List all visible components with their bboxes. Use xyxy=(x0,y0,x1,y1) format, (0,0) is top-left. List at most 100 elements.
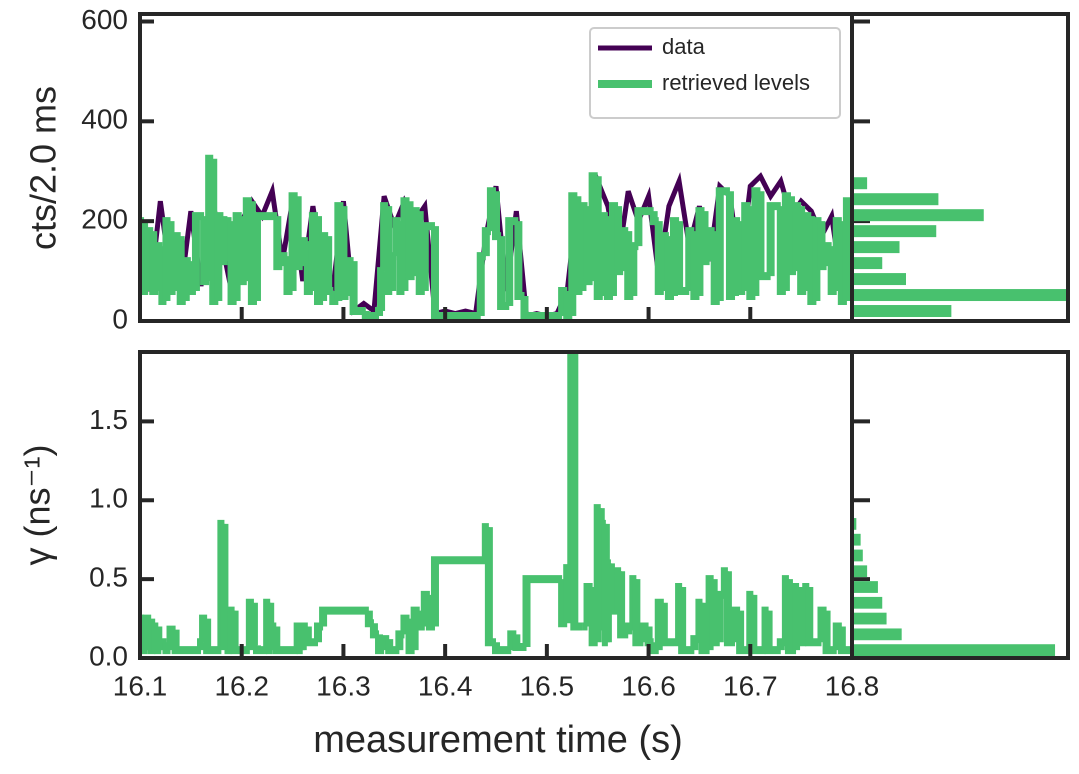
plot-area xyxy=(852,518,1056,656)
level-step xyxy=(690,231,700,301)
level-step xyxy=(430,226,481,321)
level-step xyxy=(731,606,741,643)
level-step xyxy=(817,606,827,643)
level-step xyxy=(492,642,512,655)
level-step xyxy=(710,231,720,306)
level-step xyxy=(314,216,324,306)
level-step xyxy=(158,246,167,306)
level-step xyxy=(837,626,852,655)
level-step xyxy=(140,221,149,296)
level-step xyxy=(512,634,527,651)
level-step xyxy=(369,623,380,639)
y-tick-label: 400 xyxy=(81,104,128,135)
y-tick-label: 1.5 xyxy=(89,404,128,435)
level-step xyxy=(176,236,186,306)
level-step xyxy=(197,638,206,651)
level-step xyxy=(837,221,847,306)
level-step xyxy=(227,221,237,306)
histogram-bar xyxy=(852,305,952,318)
level-step xyxy=(319,232,329,302)
legend-label: data xyxy=(662,34,706,59)
level-step xyxy=(685,227,695,292)
level-step xyxy=(249,602,258,650)
level-step xyxy=(166,625,176,651)
histogram-bar xyxy=(852,581,878,593)
level-step xyxy=(795,587,807,647)
level-step xyxy=(749,594,766,655)
level-step xyxy=(751,187,761,297)
level-step xyxy=(725,191,736,301)
level-step xyxy=(283,256,293,296)
level-step xyxy=(303,241,313,296)
level-step xyxy=(144,227,154,292)
level-step xyxy=(288,192,298,292)
histogram-bar xyxy=(852,518,857,530)
level-step xyxy=(272,626,298,655)
level-step xyxy=(619,227,629,272)
histogram-bar xyxy=(852,241,900,254)
level-step xyxy=(675,221,690,296)
level-step xyxy=(205,154,214,282)
x-tick-label: 16.3 xyxy=(316,670,371,701)
x-tick-label: 16.4 xyxy=(418,670,473,701)
level-step xyxy=(230,610,250,655)
histogram-bar xyxy=(852,549,863,562)
level-step xyxy=(593,176,603,301)
level-step xyxy=(709,579,720,647)
level-step xyxy=(588,587,598,647)
level-step xyxy=(492,191,502,241)
level-step xyxy=(314,622,324,643)
level-step xyxy=(649,211,659,226)
y-axis-label: cts/2.0 ms xyxy=(23,86,64,250)
histogram-bar xyxy=(852,177,868,190)
level-step xyxy=(486,187,496,232)
level-step xyxy=(807,216,817,306)
level-step xyxy=(715,187,730,302)
level-step xyxy=(624,622,634,635)
plot-area xyxy=(852,177,1068,318)
level-step xyxy=(678,587,695,655)
level-step xyxy=(420,590,430,627)
level-step xyxy=(396,221,405,296)
x-axis-label: measurement time (s) xyxy=(313,719,683,761)
level-step xyxy=(303,626,318,647)
level-step xyxy=(319,606,369,627)
y-axis-label: γ (ns⁻¹) xyxy=(17,445,58,566)
legend-label: retrieved levels xyxy=(662,70,810,95)
level-step xyxy=(420,222,435,292)
level-step xyxy=(805,587,822,647)
level-step xyxy=(570,352,583,631)
level-step xyxy=(644,626,654,647)
level-step xyxy=(573,196,583,296)
level-step xyxy=(400,197,410,292)
level-step xyxy=(242,197,252,282)
level-step xyxy=(797,206,807,296)
level-step xyxy=(746,206,756,301)
level-step xyxy=(415,610,425,631)
level-step xyxy=(659,602,674,647)
histogram-bar xyxy=(852,209,984,222)
level-step xyxy=(776,638,786,651)
level-step xyxy=(659,232,669,292)
x-tick-label: 16.5 xyxy=(520,670,575,701)
legend-box xyxy=(589,27,841,119)
level-step xyxy=(149,231,159,296)
level-step xyxy=(776,206,786,296)
axes-frame xyxy=(850,350,1070,660)
y-tick-label: 1.0 xyxy=(89,483,128,514)
level-step xyxy=(522,575,563,647)
histogram-bar xyxy=(852,533,861,546)
level-step xyxy=(377,267,386,312)
level-step xyxy=(723,571,736,647)
y-tick-label: 0.0 xyxy=(89,640,128,671)
level-step xyxy=(558,579,568,628)
x-tick-label: 16.8 xyxy=(825,670,880,701)
level-step xyxy=(736,221,746,296)
x-tick-label: 16.1 xyxy=(113,670,168,701)
level-step xyxy=(624,231,634,301)
histogram-bar xyxy=(852,596,883,609)
level-step xyxy=(632,579,644,647)
level-step xyxy=(171,629,202,655)
level-step xyxy=(388,252,397,292)
